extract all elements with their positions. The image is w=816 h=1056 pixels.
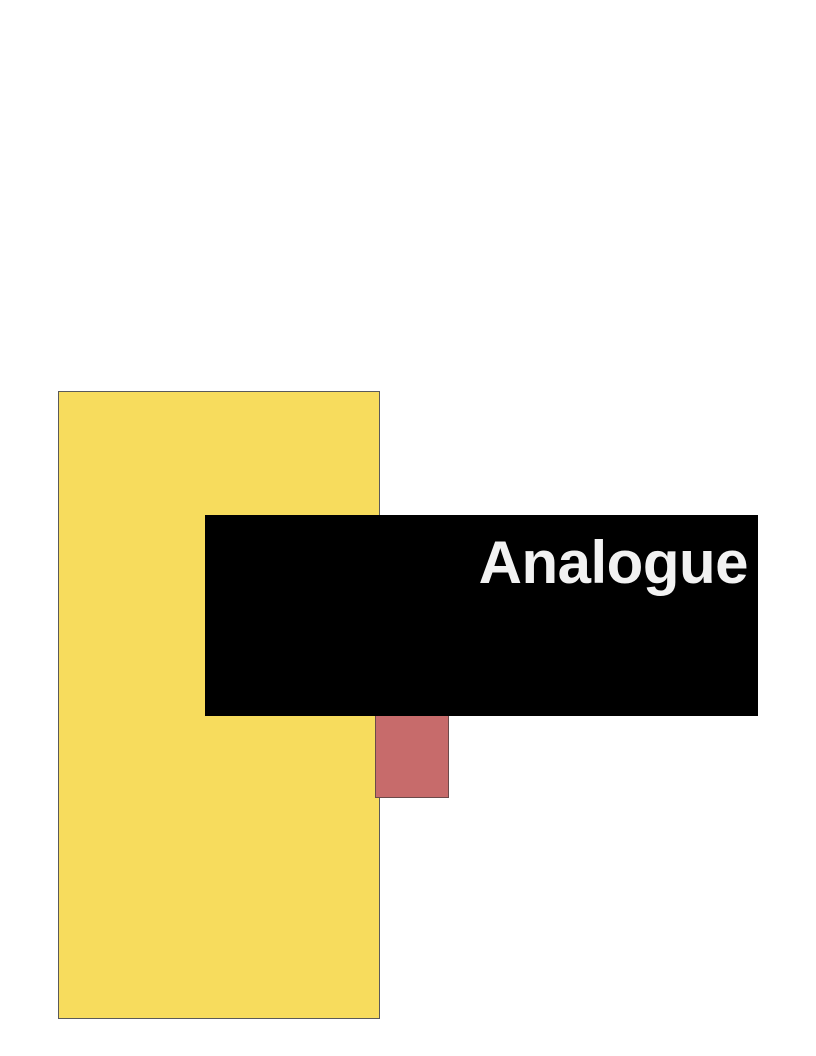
- title-band: Analogue: [205, 515, 758, 716]
- page-title: Analogue: [478, 529, 749, 596]
- rose-block: [375, 705, 449, 798]
